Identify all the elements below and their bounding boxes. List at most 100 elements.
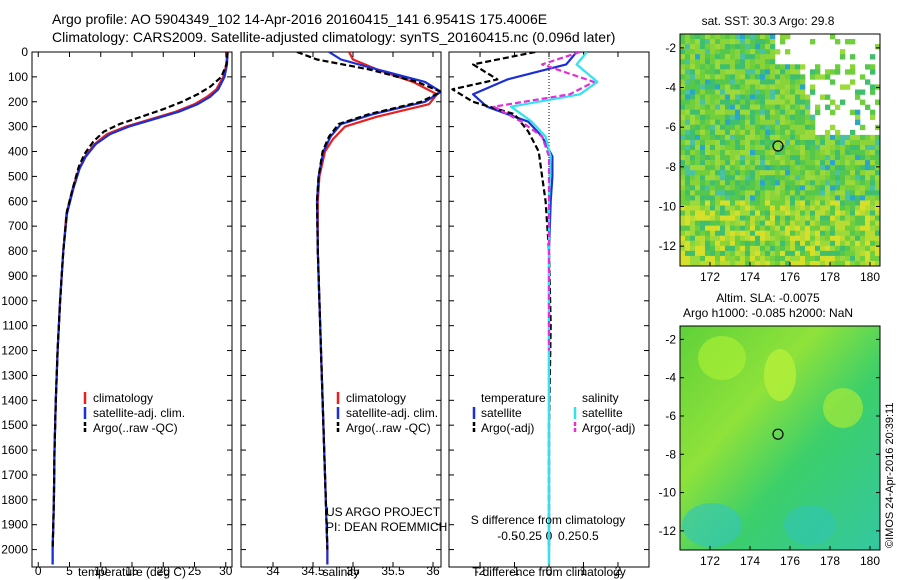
sst-cell — [720, 240, 726, 247]
sst-cell — [710, 185, 716, 191]
sst-cell — [705, 109, 711, 115]
sst-cell — [855, 225, 861, 231]
sst-cell — [780, 165, 786, 171]
sla-y-ticks: -2-4-6-8-10-12 — [659, 332, 880, 538]
sst-cell — [705, 134, 711, 141]
y-tick-label: 2000 — [1, 543, 28, 557]
sst-cell — [740, 59, 746, 65]
sst-cell — [695, 94, 701, 100]
sst-cell — [755, 109, 761, 115]
sst-cell — [820, 74, 826, 80]
sst-cell — [870, 225, 876, 231]
sst-cell — [860, 215, 866, 221]
sst-cell — [865, 134, 871, 141]
sst-cell — [685, 215, 691, 221]
sst-cell — [855, 180, 861, 186]
sst-cell — [790, 114, 796, 121]
sst-cell — [795, 129, 801, 136]
sst-cell — [765, 124, 771, 131]
sst-cell — [835, 220, 841, 226]
sst-cell — [870, 255, 876, 262]
sst-cell — [705, 79, 711, 85]
x-tick-label: 10 — [94, 564, 108, 578]
sst-cell — [725, 134, 731, 141]
y-tick-label: 1500 — [1, 418, 28, 432]
sst-cell — [820, 200, 826, 206]
pi-annotation: PI: DEAN ROEMMICH — [326, 520, 447, 534]
sst-cell — [865, 150, 871, 156]
sst-cell — [850, 185, 856, 191]
difference-lines — [451, 52, 599, 565]
sst-cell — [680, 160, 686, 166]
sst-cell — [700, 129, 706, 136]
sst-cell — [710, 155, 716, 161]
sst-cell — [800, 185, 806, 191]
sst-cell — [805, 230, 811, 237]
sst-cell — [755, 124, 761, 131]
sst-cell — [755, 89, 761, 95]
sst-cell — [695, 165, 701, 171]
sst-cell — [820, 94, 826, 100]
sst-cell — [700, 44, 706, 50]
sst-cell — [745, 225, 751, 231]
sst-cell — [715, 129, 721, 136]
sst-cell — [830, 210, 836, 216]
sst-cell — [760, 195, 766, 201]
sst-cell — [785, 49, 791, 55]
sst-cell — [860, 255, 866, 262]
sst-cell — [685, 255, 691, 262]
sst-cell — [690, 215, 696, 221]
sst-cell — [745, 84, 751, 90]
sst-cell — [815, 109, 821, 115]
sst-cell — [785, 64, 791, 70]
sst-cell — [865, 260, 871, 267]
sst-cell — [705, 240, 711, 247]
sst-cell — [735, 225, 741, 231]
sst-cell — [710, 144, 716, 151]
sst-cell — [765, 109, 771, 115]
sst-cell — [685, 34, 691, 40]
sst-cell — [745, 200, 751, 206]
sst-cell — [730, 134, 736, 141]
sst-cell — [765, 64, 771, 70]
sst-cell — [760, 165, 766, 171]
sst-cell — [690, 139, 696, 146]
sst-cell — [780, 180, 786, 186]
sst-cell — [785, 255, 791, 262]
sst-cell — [770, 160, 776, 166]
sst-cell — [870, 144, 876, 151]
sst-cell — [765, 250, 771, 257]
sst-cell — [680, 64, 686, 70]
sst-cell — [700, 64, 706, 70]
sst-cell — [740, 39, 746, 45]
y-tick-label: 1600 — [1, 443, 28, 457]
sst-cell — [735, 235, 741, 242]
sst-cell — [765, 235, 771, 242]
sst-cell — [840, 245, 846, 252]
sst-cell — [780, 220, 786, 226]
sst-cell — [840, 175, 846, 181]
sst-cell — [680, 170, 686, 176]
sst-cell — [770, 44, 776, 50]
sst-cell — [690, 165, 696, 171]
sst-cell — [800, 190, 806, 196]
sst-cell — [810, 185, 816, 191]
sst-cell — [715, 230, 721, 237]
sst-cell — [685, 134, 691, 141]
sst-cell — [770, 134, 776, 141]
sst-cell — [750, 235, 756, 242]
sst-cell — [800, 114, 806, 121]
sst-cell — [815, 195, 821, 201]
sst-cell — [735, 49, 741, 55]
sst-cell — [685, 220, 691, 226]
sst-cell — [685, 144, 691, 151]
sst-cell — [815, 160, 821, 166]
x-tick-label: 0 — [546, 564, 553, 578]
sst-cell — [875, 144, 881, 151]
sla-low-blob-southwest — [682, 503, 742, 547]
sst-cell — [755, 79, 761, 85]
sst-cell — [805, 134, 811, 141]
sst-cell — [700, 124, 706, 131]
sst-cell — [760, 200, 766, 206]
map-x-tick-label: 172 — [700, 554, 720, 568]
